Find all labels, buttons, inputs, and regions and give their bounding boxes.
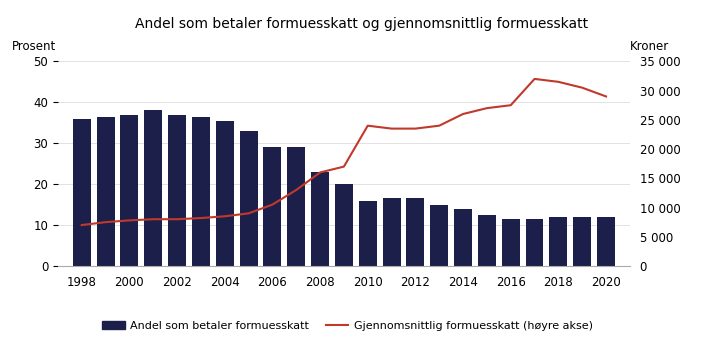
- Legend: Andel som betaler formuesskatt, Gjennomsnittlig formuesskatt (høyre akse): Andel som betaler formuesskatt, Gjennoms…: [98, 316, 597, 336]
- Bar: [478, 215, 496, 266]
- Bar: [597, 217, 615, 266]
- Bar: [454, 209, 472, 266]
- Bar: [406, 198, 424, 266]
- Bar: [526, 219, 544, 266]
- Bar: [192, 117, 210, 266]
- Text: Prosent: Prosent: [12, 40, 56, 53]
- Bar: [96, 117, 114, 266]
- Bar: [240, 131, 258, 266]
- Bar: [359, 201, 376, 266]
- Text: Kroner: Kroner: [630, 40, 669, 53]
- Bar: [216, 121, 234, 266]
- Text: Andel som betaler formuesskatt og gjennomsnittlig formuesskatt: Andel som betaler formuesskatt og gjenno…: [135, 17, 589, 31]
- Bar: [502, 219, 520, 266]
- Bar: [430, 205, 448, 266]
- Bar: [550, 217, 568, 266]
- Bar: [287, 147, 306, 266]
- Bar: [264, 147, 282, 266]
- Bar: [73, 119, 90, 266]
- Bar: [335, 184, 353, 266]
- Bar: [168, 115, 186, 266]
- Bar: [573, 217, 592, 266]
- Bar: [311, 172, 329, 266]
- Bar: [382, 198, 400, 266]
- Bar: [120, 115, 138, 266]
- Bar: [144, 110, 162, 266]
